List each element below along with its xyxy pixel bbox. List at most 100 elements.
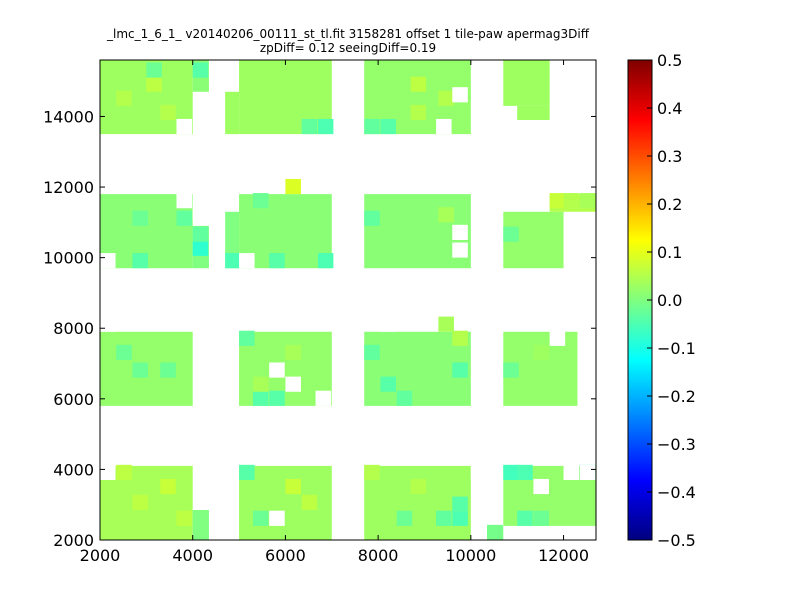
heatmap-cell-35 <box>285 344 301 360</box>
heatmap-cell-0 <box>116 90 132 106</box>
heatmap-cell-9 <box>410 104 427 120</box>
colorbar-tick-label: 0.2 <box>657 195 682 214</box>
plot-area <box>100 60 596 540</box>
heatmap-empty-cell-9 <box>452 242 468 258</box>
heatmap-block-5 <box>503 60 550 106</box>
y-axis: 2000 4000 6000 8000 10000 12000 14000 <box>43 107 596 550</box>
heatmap-cell-56 <box>452 510 468 526</box>
heatmap-empty-cell-2 <box>176 193 193 209</box>
x-tick-label: 2000 <box>80 546 121 565</box>
x-tick-label: 4000 <box>172 546 213 565</box>
heatmap-cell-50 <box>301 494 318 510</box>
heatmap-cell-53 <box>396 510 413 526</box>
heatmap-empty-cell-21 <box>100 450 116 466</box>
colorbar-tick-label: −0.4 <box>657 483 696 502</box>
colorbar-axis: 0.5 0.4 0.3 0.2 0.1 0.0 −0.1 −0.2 −0.3 −0.4 −0.5 <box>647 51 696 550</box>
heatmap-empty-cell-13 <box>470 464 487 480</box>
y-tick-label: 8000 <box>53 319 94 338</box>
heatmap-empty-cell-18 <box>100 253 116 269</box>
heatmap-cell-20 <box>132 210 148 226</box>
heatmap-cell-55 <box>436 510 452 526</box>
heatmap-empty-cell-19 <box>436 118 452 135</box>
colorbar-tick-label: −0.5 <box>657 531 696 550</box>
heatmap-cell-31 <box>252 390 269 406</box>
heatmap-cell-1 <box>146 76 162 92</box>
heatmap-cell-40 <box>452 330 468 346</box>
heatmap-cell-27 <box>503 226 519 242</box>
heatmap-cell-48 <box>239 464 255 480</box>
heatmap-cell-16 <box>225 253 241 269</box>
heatmap-cell-34 <box>252 376 269 392</box>
heatmap-cell-2 <box>160 104 176 120</box>
heatmap-empty-cell-17 <box>239 253 255 269</box>
heatmap-cell-42 <box>503 362 519 378</box>
heatmap-cell-29 <box>132 362 148 378</box>
heatmap-block-2 <box>225 91 240 135</box>
heatmap-cell-46 <box>132 494 148 510</box>
heatmap-cell-5 <box>301 118 318 135</box>
colorbar-tick-label: −0.1 <box>657 339 696 358</box>
chart-title-line-1: _lmc_1_6_1_ v20140206_00111_st_tl.fit 31… <box>106 27 590 41</box>
heatmap-cell-45 <box>160 478 176 495</box>
heatmap-cell-44 <box>116 464 132 480</box>
heatmap-empty-cell-15 <box>563 464 580 480</box>
heatmap-cell-37 <box>380 376 396 392</box>
heatmap-empty-cell-24 <box>549 330 566 346</box>
heatmap-cell-57 <box>452 496 468 512</box>
heatmap-empty-cell-4 <box>192 205 209 221</box>
heatmap-cell-63 <box>487 524 503 540</box>
heatmap-cell-24 <box>549 193 566 209</box>
heatmap-cells <box>100 60 596 540</box>
heatmap-cell-30 <box>160 362 176 378</box>
heatmap-empty-cell-20 <box>100 316 116 332</box>
x-tick-label: 8000 <box>358 546 399 565</box>
heatmap-cell-7 <box>364 118 380 135</box>
heatmap-cell-41 <box>438 316 454 332</box>
heatmap-cell-59 <box>517 464 533 480</box>
heatmap-cell-6 <box>317 118 334 135</box>
heatmap-cell-12 <box>285 178 301 195</box>
x-tick-label: 10000 <box>445 546 496 565</box>
x-axis: 2000 4000 6000 8000 10000 12000 <box>80 60 589 565</box>
heatmap-empty-cell-14 <box>533 478 549 495</box>
heatmap-empty-cell-0 <box>100 464 116 480</box>
heatmap-cell-4 <box>192 62 209 78</box>
colorbar-tick-label: 0.1 <box>657 243 682 262</box>
heatmap-cell-47 <box>176 510 193 526</box>
heatmap-cell-10 <box>438 90 454 106</box>
heatmap-cell-22 <box>364 210 380 226</box>
x-tick-label: 6000 <box>265 546 306 565</box>
heatmap-block-3 <box>239 60 332 135</box>
x-tick-label: 12000 <box>538 546 589 565</box>
heatmap-cell-23 <box>438 207 454 223</box>
heatmap-cell-8 <box>380 118 396 135</box>
heatmap-cell-51 <box>252 510 269 526</box>
heatmap-empty-cell-8 <box>452 224 468 240</box>
colorbar-tick-label: −0.3 <box>657 435 696 454</box>
heatmap-empty-cell-23 <box>348 390 364 406</box>
colorbar-tick-label: 0.4 <box>657 99 682 118</box>
heatmap-empty-cell-3 <box>192 193 209 209</box>
heatmap-empty-cell-11 <box>285 376 301 392</box>
heatmap-cell-58 <box>503 464 519 480</box>
chart-title-line-2: zpDiff= 0.12 seeingDiff=0.19 <box>260 41 436 55</box>
heatmap-empty-cell-22 <box>315 390 332 406</box>
y-tick-label: 2000 <box>53 531 94 550</box>
heatmap-cell-60 <box>517 510 533 526</box>
y-tick-label: 6000 <box>53 390 94 409</box>
heatmap-cell-39 <box>452 362 468 378</box>
heatmap-cell-28 <box>116 344 132 360</box>
heatmap-cell-11 <box>410 76 427 92</box>
heatmap-cell-15 <box>176 210 193 226</box>
heatmap-empty-cell-12 <box>269 510 285 526</box>
heatmap-cell-52 <box>364 464 380 480</box>
heatmap-cell-14 <box>192 226 209 242</box>
heatmap-cell-3 <box>146 62 162 78</box>
y-tick-label: 12000 <box>43 178 94 197</box>
heatmap-cell-49 <box>285 478 301 495</box>
heatmap-cell-32 <box>269 390 285 406</box>
heatmap-empty-cell-16 <box>579 464 596 480</box>
y-tick-label: 14000 <box>43 107 94 126</box>
heatmap-cell-26 <box>579 193 596 209</box>
